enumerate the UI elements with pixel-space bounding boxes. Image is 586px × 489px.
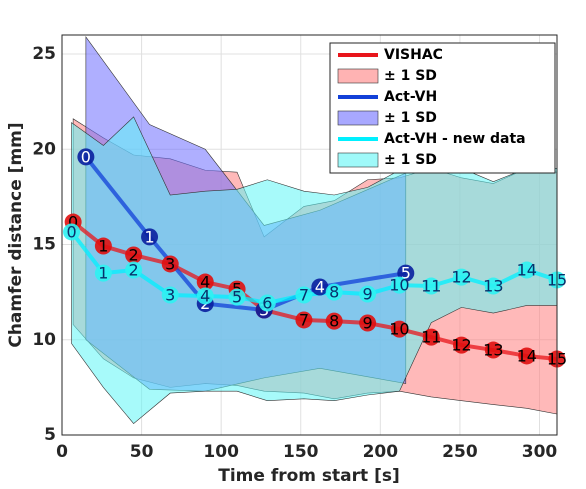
- legend-label: ± 1 SD: [384, 152, 437, 168]
- point-label: 9: [363, 314, 373, 333]
- point-marker: [484, 277, 502, 295]
- point-marker: [422, 328, 440, 346]
- point-label: 0: [81, 147, 91, 166]
- point-marker: [359, 285, 377, 303]
- point-marker: [125, 246, 143, 264]
- legend-label: ± 1 SD: [384, 68, 437, 84]
- y-tick-label: 15: [32, 235, 56, 255]
- point-label: 2: [129, 261, 139, 280]
- point-label: 14: [517, 261, 537, 280]
- y-tick-label: 10: [32, 330, 56, 350]
- x-tick-label: 200: [363, 442, 399, 462]
- point-label: 7: [299, 286, 309, 305]
- point-marker: [196, 273, 214, 291]
- y-tick-label: 25: [32, 44, 56, 64]
- point-label: 14: [517, 346, 537, 365]
- point-label: 11: [421, 277, 441, 296]
- series-line: [71, 220, 558, 361]
- point-marker: [161, 286, 179, 304]
- x-tick-label: 50: [130, 442, 154, 462]
- point-marker: [161, 255, 179, 273]
- point-marker: [94, 264, 112, 282]
- point-marker: [422, 277, 440, 295]
- point-marker: [258, 294, 276, 312]
- point-label: 12: [451, 336, 471, 355]
- legend-swatch: [337, 110, 379, 126]
- legend-label: ± 1 SD: [384, 110, 437, 126]
- point-marker: [325, 312, 343, 330]
- point-label: 13: [483, 341, 503, 360]
- point-marker: [94, 237, 112, 255]
- x-tick-label: 100: [203, 442, 239, 462]
- y-tick-label: 5: [44, 425, 56, 445]
- point-marker: [484, 341, 502, 359]
- point-label: 1: [98, 264, 108, 283]
- point-marker: [390, 276, 408, 294]
- point-marker: [141, 228, 159, 246]
- x-tick-label: 250: [442, 442, 478, 462]
- point-marker: [453, 268, 471, 286]
- point-marker: [453, 336, 471, 354]
- y-tick-label: 20: [32, 139, 56, 159]
- point-label: 4: [200, 286, 210, 305]
- point-label: 0: [68, 213, 78, 232]
- point-marker: [390, 320, 408, 338]
- point-marker: [295, 286, 313, 304]
- y-axis-label: Chamfer distance [mm]: [6, 122, 26, 347]
- point-label: 5: [232, 288, 242, 307]
- point-label: 1: [98, 237, 108, 256]
- x-tick-label: 300: [522, 442, 558, 462]
- point-marker: [77, 148, 95, 166]
- point-marker: [311, 278, 329, 296]
- point-label: 4: [200, 273, 210, 292]
- point-marker: [196, 287, 214, 305]
- legend-label: Act-VH: [384, 89, 437, 105]
- point-marker: [125, 261, 143, 279]
- point-label: 11: [421, 328, 441, 347]
- point-marker: [325, 283, 343, 301]
- point-label: 5: [401, 264, 411, 283]
- point-label: 3: [165, 254, 175, 273]
- x-tick-label: 150: [283, 442, 319, 462]
- point-label: 6: [262, 294, 272, 313]
- point-label: 0: [66, 222, 76, 241]
- legend-swatch: [337, 68, 379, 84]
- point-label: 2: [129, 246, 139, 265]
- point-label: 8: [329, 283, 339, 302]
- point-marker: [518, 261, 536, 279]
- axes-frame: [61, 34, 558, 436]
- x-axis-label: Time from start [s]: [218, 466, 399, 486]
- point-marker: [518, 347, 536, 365]
- point-label: 4: [315, 278, 325, 297]
- legend-label: VISHAC: [384, 47, 443, 63]
- point-label: 3: [165, 286, 175, 305]
- legend-swatch: [337, 152, 379, 168]
- point-label: 12: [451, 268, 471, 287]
- point-label: 13: [483, 277, 503, 296]
- point-label: 1: [144, 227, 154, 246]
- point-label: 10: [389, 320, 409, 339]
- x-tick-label: 0: [56, 442, 68, 462]
- point-label: 9: [363, 285, 373, 304]
- point-marker: [63, 223, 81, 241]
- legend-box: [329, 42, 556, 174]
- point-marker: [359, 314, 377, 332]
- point-label: 7: [299, 310, 309, 329]
- point-label: 10: [389, 276, 409, 295]
- point-marker: [228, 288, 246, 306]
- legend-label: Act-VH - new data: [384, 131, 526, 147]
- point-label: 8: [329, 312, 339, 331]
- point-marker: [295, 311, 313, 329]
